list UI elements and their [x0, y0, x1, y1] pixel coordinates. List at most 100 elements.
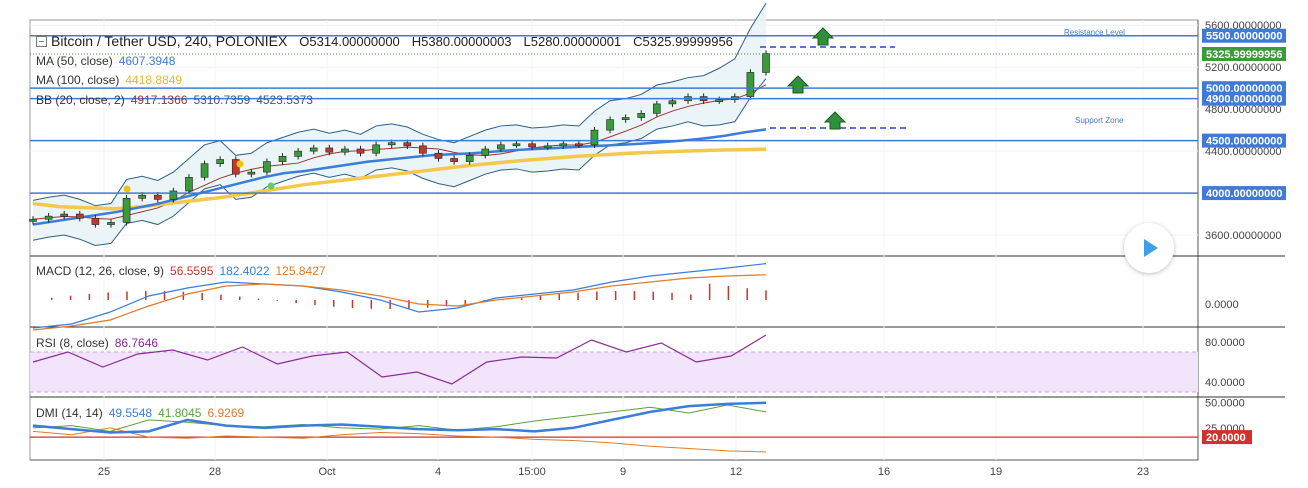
candle-body [575, 143, 583, 147]
candle-body [637, 113, 646, 118]
dmi-plus-value: 41.8045 [158, 406, 202, 420]
candle-body [216, 159, 224, 164]
candle-body [434, 152, 443, 159]
support-annotation: Support Zone [1075, 116, 1124, 125]
dmi-level-label: 20.0000 [1206, 432, 1246, 444]
bb-lower-line [32, 78, 767, 247]
candle-body [465, 155, 474, 162]
candle-body [543, 145, 552, 149]
time-tick-label: 15:00 [518, 466, 546, 478]
macd-hist-value: 56.5595 [170, 264, 214, 278]
dmi-adx-line [32, 401, 767, 434]
candle-body [309, 147, 318, 152]
bb-basis-value: 4917.1366 [130, 93, 188, 107]
level-label: 4000.00000000 [1206, 188, 1282, 200]
candle-body [247, 171, 256, 175]
time-tick-label: Oct [318, 466, 335, 478]
dmi-legend: DMI (14, 14) 49.5548 41.8045 6.9269 [36, 406, 244, 420]
open-value: O5314.00000000 [299, 34, 400, 49]
current-price-box [1202, 46, 1286, 61]
up-arrow-icon [823, 111, 847, 130]
chart-title: Bitcoin / Tether USD, 240, POLONIEX O5314… [36, 33, 733, 49]
macd-line-value: 182.4022 [219, 264, 270, 278]
candle-body [60, 213, 68, 217]
candle-body [559, 143, 568, 147]
collapse-legend-icon[interactable] [36, 35, 47, 47]
bb-label: BB (20, close, 2) [36, 93, 125, 107]
ma50-legend: MA (50, close) 4607.3948 [36, 54, 175, 68]
candle-body [200, 163, 209, 178]
macd-legend: MACD (12, 26, close, 9) 56.5595 182.4022 12… [36, 264, 326, 278]
candle-body [387, 142, 396, 146]
candle-body [341, 148, 349, 153]
candle-body [278, 156, 287, 162]
price-tick-label: 5200.00000000 [1205, 62, 1281, 74]
candle-body [294, 150, 302, 157]
candle-body [185, 177, 193, 192]
macd-line [32, 263, 767, 329]
up-arrow-icon [811, 27, 835, 46]
candle-body [481, 148, 490, 156]
rsi-legend: RSI (8, close) 86.7646 [36, 336, 158, 350]
candle-body [715, 99, 724, 103]
candle-body [653, 103, 661, 114]
candle-body [122, 198, 131, 223]
level-label-box [1202, 186, 1286, 201]
rsi-band [30, 352, 1198, 392]
macd-tick-label: 0.0000 [1205, 299, 1239, 311]
candle-body [29, 218, 37, 222]
time-tick-label: 19 [990, 466, 1002, 478]
time-tick-label: 28 [209, 466, 221, 478]
bb-upper-line [32, 2, 767, 207]
close-value: C5325.99999956 [633, 34, 733, 49]
signal-marker-icon [236, 160, 244, 168]
play-replay-button[interactable] [1124, 223, 1174, 273]
candle-body [450, 158, 458, 162]
ma50-label: MA (50, close) [36, 54, 113, 68]
level-label-box [1202, 91, 1286, 106]
macd-signal-line [32, 274, 767, 331]
candle-body [668, 100, 677, 105]
time-tick-label: 4 [435, 466, 441, 478]
level-label-box [1202, 28, 1286, 43]
time-tick-label: 23 [1137, 466, 1149, 478]
bb-lower-value: 4523.5373 [256, 93, 313, 107]
candle-body [91, 217, 100, 225]
candle-body [528, 143, 536, 148]
candle-body [169, 190, 178, 200]
dmi-level-box [1202, 430, 1252, 445]
time-tick-label: 25 [98, 466, 110, 478]
macd-label: MACD (12, 26, close, 9) [36, 264, 165, 278]
ma100-label: MA (100, close) [36, 73, 120, 87]
candle-body [138, 194, 146, 199]
price-tick-label: 4800.00000000 [1205, 104, 1281, 116]
ma50-value: 4607.3948 [118, 54, 176, 68]
candle-body [512, 143, 521, 147]
time-tick-label: 9 [620, 466, 626, 478]
candle-body [621, 117, 630, 120]
candle-body [497, 144, 505, 150]
macd-signal-value: 125.8427 [275, 264, 326, 278]
dmi-adx-value: 49.5548 [108, 406, 153, 420]
symbol-label: Bitcoin / Tether USD, 240, POLONIEX [51, 33, 288, 49]
rsi-value: 86.7646 [114, 336, 159, 350]
candle-body [746, 72, 755, 97]
candle-body [153, 194, 162, 200]
candle-body [356, 148, 365, 154]
time-tick-label: 16 [878, 466, 890, 478]
candle-body [107, 222, 115, 225]
rsi-tick-label: 40.0000 [1205, 377, 1245, 389]
rsi-label: RSI (8, close) [36, 336, 109, 350]
candle-body [75, 213, 84, 219]
current-price-label: 5325.99999956 [1206, 49, 1282, 61]
bb-upper-value: 5310.7359 [193, 93, 251, 107]
candle-body [590, 129, 599, 146]
low-value: L5280.00000001 [523, 34, 622, 49]
chart-frame [29, 19, 1199, 461]
level-label: 4500.00000000 [1206, 136, 1282, 148]
candle-body [606, 119, 614, 131]
dmi-minus-value: 6.9269 [207, 406, 245, 420]
rsi-line [32, 334, 767, 385]
level-label: 4900.00000000 [1206, 94, 1282, 106]
